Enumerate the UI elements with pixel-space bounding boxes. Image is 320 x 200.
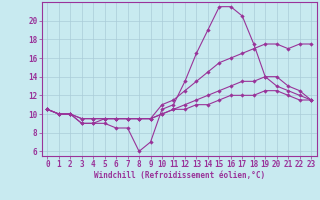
X-axis label: Windchill (Refroidissement éolien,°C): Windchill (Refroidissement éolien,°C) (94, 171, 265, 180)
